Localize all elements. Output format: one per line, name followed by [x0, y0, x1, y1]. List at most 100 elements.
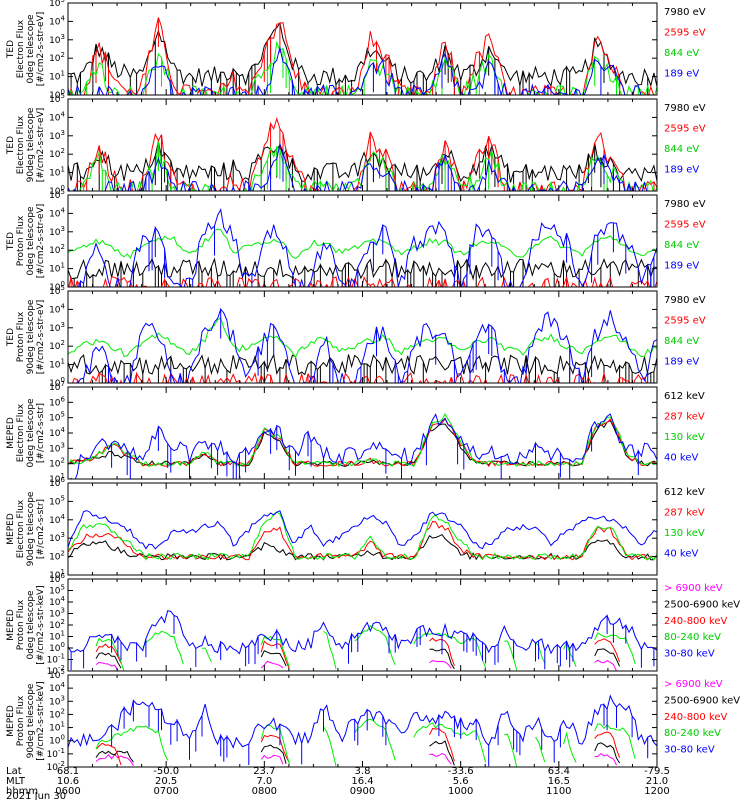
y-axis-label-line: [#/cm2-s-str] [36, 499, 46, 559]
y-axis-label-line: Electron Flux [16, 19, 26, 78]
traces [68, 17, 657, 95]
series-line--6900-kev [95, 752, 617, 766]
bottom-axis-mlt-value: 10.6 [57, 776, 79, 787]
legend-entry: 2595 eV [664, 28, 706, 39]
bottom-axis-mlt-value: 16.4 [351, 776, 373, 787]
y-tick-label: 101 [49, 262, 65, 275]
y-axis-label-line: 0deg telescope [26, 206, 36, 276]
legend-entry: 80-240 keV [664, 728, 721, 739]
legend-entry: 844 eV [664, 144, 699, 155]
series-line-189-ev [68, 47, 655, 95]
y-axis-label-line: MEPED [6, 417, 16, 449]
bottom-axis-mlt-value: 5.6 [453, 776, 469, 787]
y-axis-label-line: [#/cm2-s-str-eV] [36, 300, 46, 375]
legend-entry: 189 eV [664, 357, 699, 368]
series-line-844-ev [68, 317, 657, 359]
y-axis-label-line: Proton Flux [16, 311, 26, 362]
legend-entry: 844 eV [664, 240, 699, 251]
bottom-axis-lat-value: 68.1 [57, 766, 79, 777]
y-tick-label: 105 [49, 0, 65, 9]
bottom-axis-hhmm-value: 0600 [55, 786, 80, 797]
y-tick-label: 103 [49, 129, 65, 142]
bottom-axis-mlt-value: 7.0 [256, 776, 272, 787]
y-axis-label-line: [#/cm2-s-str] [36, 403, 46, 463]
y-axis-label-line: MEPED [6, 609, 16, 641]
y-axis-label-line: 0deg telescope [26, 398, 36, 468]
traces [68, 694, 657, 767]
series-line-844-ev [68, 228, 657, 259]
legend-entry: 40 keV [664, 549, 698, 560]
legend-entry: 7980 eV [664, 295, 706, 306]
series-line-287-kev [68, 417, 657, 468]
y-axis-label-line: TED [6, 136, 16, 155]
y-axis-label-line: [#/cm2-s-str-keV] [36, 681, 46, 760]
legend-entry: 287 keV [664, 508, 705, 519]
legend-entry: 2595 eV [664, 316, 706, 327]
legend-entry: 189 eV [664, 165, 699, 176]
y-tick-label: 103 [49, 531, 65, 544]
legend-entry: 2500-6900 keV [664, 695, 740, 706]
series-line-240-800-kev [95, 727, 621, 766]
legend-entry: 30-80 keV [664, 745, 715, 756]
y-tick-label: 103 [49, 225, 65, 238]
y-axis-label-line: 90deg telescope [26, 491, 36, 566]
plot-frame [67, 674, 658, 768]
y-tick-label: 104 [49, 513, 65, 526]
y-axis-label-line: Proton Flux [16, 695, 26, 746]
bottom-axis-hhmm-value: 1200 [644, 786, 669, 797]
series-line-30-80-kev [68, 694, 657, 767]
series-line-80-240-kev [95, 718, 636, 767]
bottom-axis-mlt-value: 21.0 [646, 776, 668, 787]
series-line-189-ev [68, 307, 657, 383]
y-tick-label: 101 [49, 721, 65, 734]
series-line-287-kev [68, 520, 657, 561]
traces [68, 117, 657, 191]
series-line-2595-ev [68, 17, 655, 95]
y-tick-label: 102 [49, 339, 65, 352]
traces [68, 412, 657, 479]
y-tick-label: 105 [49, 411, 65, 424]
series-line-7980-ev [68, 141, 657, 191]
y-tick-label: 100 [49, 734, 65, 747]
legend-entry: 844 eV [664, 336, 699, 347]
legend-entry: 40 keV [664, 453, 698, 464]
legend-entry: 30-80 keV [664, 649, 715, 660]
series-line-30-80-kev [68, 610, 657, 671]
y-tick-label: 104 [49, 14, 65, 27]
legend-entry: > 6900 keV [664, 679, 723, 690]
y-axis-label-line: Proton Flux [16, 599, 26, 650]
mlt-row-label: MLT [6, 776, 26, 787]
legend-entry: 130 keV [664, 432, 705, 443]
series-line-130-kev [68, 511, 657, 561]
series-line-2500-6900-kev [95, 740, 621, 766]
y-tick-label: 101 [49, 70, 65, 83]
bottom-axis-mlt-value: 20.5 [155, 776, 177, 787]
y-tick-label: 102 [49, 457, 65, 470]
legend-entry: 844 eV [664, 48, 699, 59]
y-tick-label: 102 [49, 243, 65, 256]
legend-entry: > 6900 keV [664, 583, 723, 594]
legend-entry: 240-800 keV [664, 712, 728, 723]
legend-entry: 189 eV [664, 261, 699, 272]
legend-entry: 80-240 keV [664, 632, 721, 643]
bottom-axis-lat-value: -33.6 [448, 766, 474, 777]
legend-entry: 7980 eV [664, 7, 706, 18]
series-line-130-kev [68, 412, 657, 468]
y-tick-label: 103 [49, 33, 65, 46]
plot-frame [67, 2, 658, 96]
y-tick-label: 103 [49, 321, 65, 334]
hhmm-row-label: hhmm [6, 786, 38, 797]
bottom-axis-hhmm-value: 0800 [252, 786, 277, 797]
legend-entry: 2595 eV [664, 124, 706, 135]
bottom-axis-hhmm-value: 0700 [153, 786, 178, 797]
y-tick-label: 106 [49, 395, 65, 408]
y-tick-label: 102 [49, 147, 65, 160]
traces [68, 208, 657, 287]
date-label: 2021 Jun 30 [6, 791, 66, 800]
legend-entry: 7980 eV [664, 199, 706, 210]
series-line-2595-ev [73, 117, 657, 191]
